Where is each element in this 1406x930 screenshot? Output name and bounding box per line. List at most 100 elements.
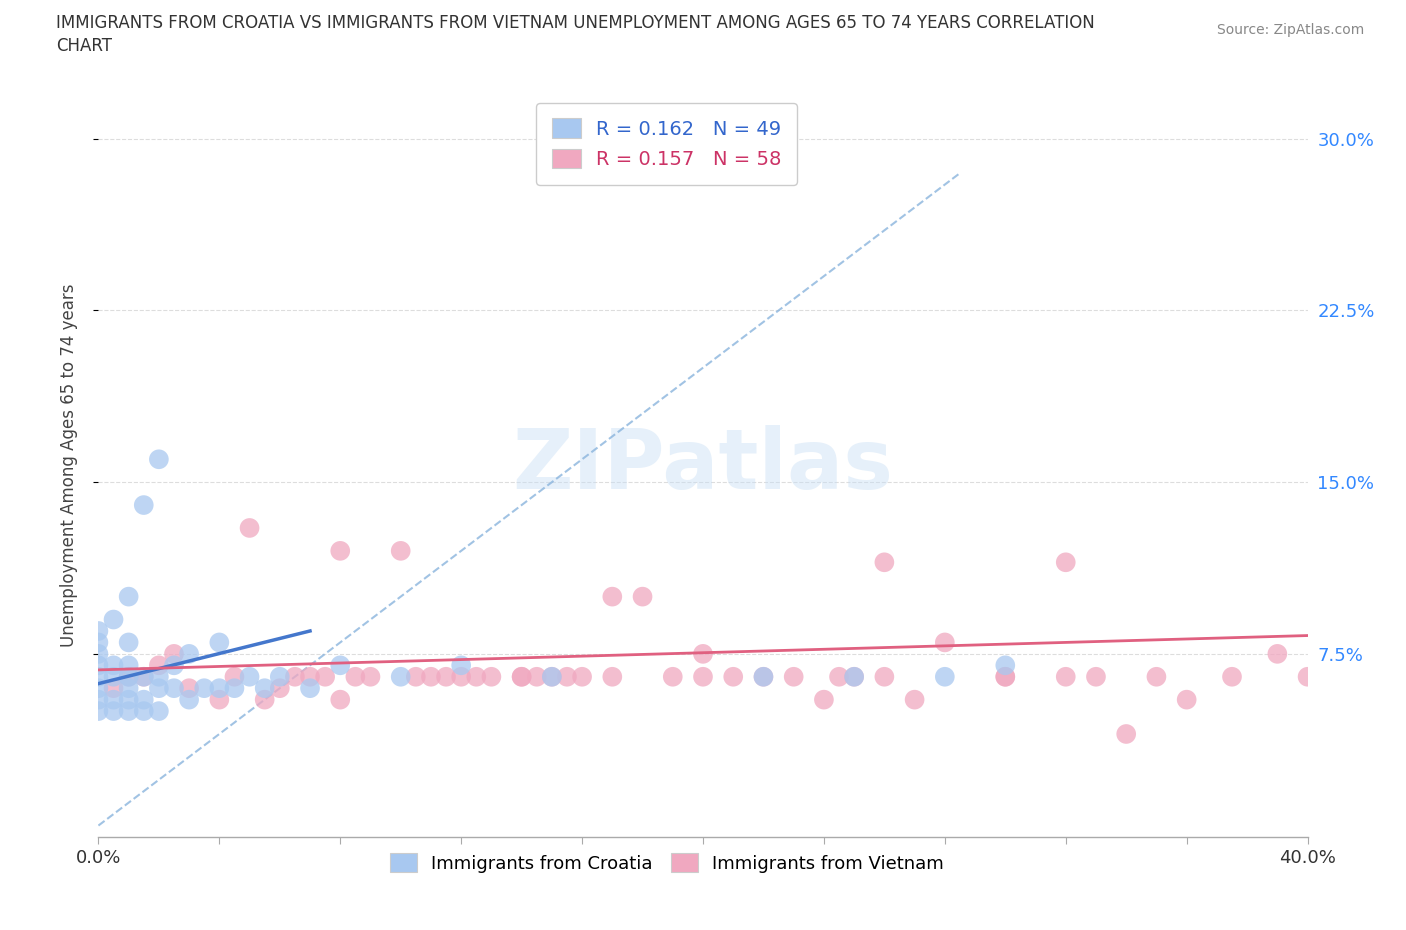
Point: [450, 670, 472, 684]
Point: [253, 692, 276, 707]
Point: [873, 555, 896, 570]
Legend: Immigrants from Croatia, Immigrants from Vietnam: Immigrants from Croatia, Immigrants from…: [382, 846, 950, 880]
Point: [87, 658, 110, 672]
Point: [132, 670, 155, 684]
Point: [1085, 670, 1108, 684]
Point: [631, 131, 654, 146]
Point: [526, 670, 548, 684]
Point: [1054, 555, 1077, 570]
Point: [87, 704, 110, 719]
Text: CHART: CHART: [56, 37, 112, 55]
Point: [299, 670, 322, 684]
Point: [1115, 726, 1137, 741]
Point: [118, 658, 141, 672]
Point: [87, 623, 110, 638]
Point: [103, 612, 125, 627]
Text: Source: ZipAtlas.com: Source: ZipAtlas.com: [1216, 23, 1364, 37]
Point: [87, 635, 110, 650]
Point: [602, 670, 624, 684]
Point: [132, 670, 155, 684]
Point: [103, 658, 125, 672]
Point: [450, 658, 472, 672]
Point: [465, 670, 488, 684]
Point: [1054, 670, 1077, 684]
Point: [783, 670, 806, 684]
Point: [434, 670, 457, 684]
Point: [118, 704, 141, 719]
Point: [1144, 670, 1167, 684]
Point: [299, 681, 322, 696]
Point: [208, 681, 231, 696]
Point: [329, 543, 352, 558]
Point: [752, 670, 775, 684]
Point: [269, 670, 291, 684]
Point: [994, 670, 1017, 684]
Point: [813, 692, 835, 707]
Point: [405, 670, 427, 684]
Point: [344, 670, 367, 684]
Text: IMMIGRANTS FROM CROATIA VS IMMIGRANTS FROM VIETNAM UNEMPLOYMENT AMONG AGES 65 TO: IMMIGRANTS FROM CROATIA VS IMMIGRANTS FR…: [56, 14, 1095, 32]
Point: [314, 670, 336, 684]
Point: [224, 670, 246, 684]
Point: [239, 670, 262, 684]
Point: [132, 692, 155, 707]
Point: [193, 681, 215, 696]
Point: [844, 670, 866, 684]
Point: [224, 681, 246, 696]
Point: [103, 692, 125, 707]
Point: [118, 681, 141, 696]
Point: [103, 670, 125, 684]
Point: [87, 692, 110, 707]
Point: [284, 670, 307, 684]
Point: [163, 681, 186, 696]
Point: [994, 670, 1017, 684]
Point: [208, 692, 231, 707]
Point: [148, 658, 170, 672]
Point: [118, 635, 141, 650]
Point: [329, 692, 352, 707]
Point: [844, 670, 866, 684]
Point: [118, 670, 141, 684]
Point: [103, 704, 125, 719]
Point: [934, 670, 956, 684]
Point: [631, 590, 654, 604]
Point: [179, 692, 201, 707]
Point: [571, 670, 593, 684]
Point: [87, 681, 110, 696]
Point: [934, 635, 956, 650]
Point: [1175, 692, 1198, 707]
Point: [239, 521, 262, 536]
Point: [118, 692, 141, 707]
Point: [87, 670, 110, 684]
Point: [118, 590, 141, 604]
Point: [148, 681, 170, 696]
Point: [1267, 646, 1289, 661]
Point: [179, 646, 201, 661]
Point: [994, 658, 1017, 672]
Point: [329, 658, 352, 672]
Point: [692, 670, 714, 684]
Y-axis label: Unemployment Among Ages 65 to 74 years: Unemployment Among Ages 65 to 74 years: [59, 284, 77, 646]
Point: [148, 704, 170, 719]
Point: [148, 670, 170, 684]
Point: [602, 590, 624, 604]
Point: [510, 670, 533, 684]
Point: [148, 452, 170, 467]
Point: [481, 670, 503, 684]
Point: [555, 670, 578, 684]
Point: [253, 681, 276, 696]
Point: [752, 670, 775, 684]
Point: [132, 704, 155, 719]
Point: [389, 670, 412, 684]
Point: [163, 658, 186, 672]
Point: [1296, 670, 1319, 684]
Point: [389, 543, 412, 558]
Point: [420, 670, 443, 684]
Point: [661, 670, 683, 684]
Point: [692, 646, 714, 661]
Point: [904, 692, 927, 707]
Text: ZIPatlas: ZIPatlas: [513, 424, 893, 506]
Point: [208, 635, 231, 650]
Point: [540, 670, 562, 684]
Point: [510, 670, 533, 684]
